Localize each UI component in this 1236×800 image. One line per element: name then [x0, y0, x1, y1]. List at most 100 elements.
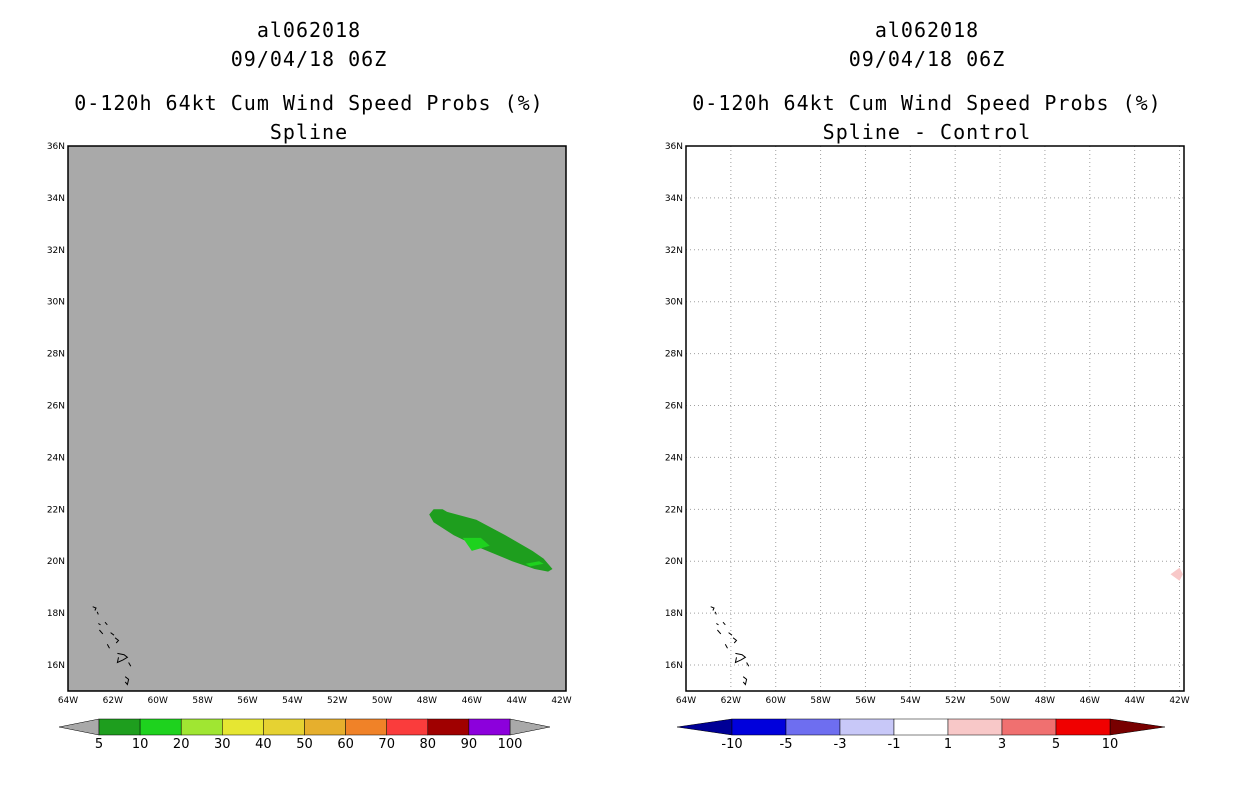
- p0-y-tick-6: 28N: [47, 350, 65, 360]
- p0-y-tick-1: 18N: [47, 609, 65, 619]
- p0-colorbar-swatch-9: [468, 718, 511, 736]
- p0-x-tick-8: 48W: [417, 696, 437, 706]
- p0-colorbar-label-3: 30: [214, 737, 231, 752]
- p1-coastline-4: [717, 629, 722, 635]
- p0-x-tick-11: 42W: [551, 696, 571, 706]
- p0-map-frame: [67, 145, 567, 692]
- p0-x-tick-9: 46W: [462, 696, 482, 706]
- p0-x-tick-10: 44W: [506, 696, 526, 706]
- p0-coastline-9: [128, 662, 132, 667]
- p1-x-tick-8: 48W: [1035, 696, 1055, 706]
- p0-colorbar-label-4: 40: [255, 737, 272, 752]
- p0-colorbar-end-high: [509, 718, 551, 736]
- p1-y-tick-10: 36N: [665, 142, 683, 152]
- p0-colorbar-label-6: 60: [337, 737, 354, 752]
- p0-colorbar-swatch-4: [263, 718, 305, 736]
- p0-y-tick-4: 24N: [47, 453, 65, 463]
- p0-x-tick-2: 60W: [148, 696, 168, 706]
- p1-colorbar-end-high: [1109, 718, 1166, 736]
- p1-coastline-2: [716, 623, 719, 626]
- p0-coastline-1: [96, 611, 99, 615]
- right-title-method: Spline - Control: [822, 120, 1032, 144]
- left-title-product: 0-120h 64kt Cum Wind Speed Probs (%): [74, 91, 544, 115]
- p1-y-tick-8: 32N: [665, 246, 683, 256]
- right-chart-group: 64W 62W 60W 58W 56W 54W 52W 50W 48W 46W 44W 42W 16N 1…: [665, 142, 1190, 752]
- p0-colorbar-swatch-3: [222, 718, 264, 736]
- left-title-storm-id: al062018: [256, 18, 362, 42]
- p1-coastline-7: [724, 644, 728, 649]
- p0-colorbar-swatch-6: [345, 718, 387, 736]
- p0-coastline-5: [110, 632, 115, 636]
- p0-y-tick-0: 16N: [47, 661, 65, 671]
- p0-x-tick-5: 54W: [282, 696, 302, 706]
- p1-y-tick-2: 20N: [665, 557, 683, 567]
- right-title-product: 0-120h 64kt Cum Wind Speed Probs (%): [692, 91, 1162, 115]
- p0-coastline-2: [98, 623, 101, 626]
- p1-y-tick-5: 26N: [665, 402, 683, 412]
- p0-colorbar-swatch-5: [304, 718, 346, 736]
- p0-colorbar-label-5: 50: [296, 737, 313, 752]
- p0-colorbar-label-8: 80: [420, 737, 437, 752]
- p1-colorbar-label-2: -3: [834, 737, 847, 752]
- p0-y-tick-2: 20N: [47, 557, 65, 567]
- right-chart: 64W 62W 60W 58W 56W 54W 52W 50W 48W 46W 44W 42W 16N 1…: [665, 142, 1190, 752]
- p0-colorbar-label-10: 100: [498, 737, 523, 752]
- p0-y-tick-5: 26N: [47, 402, 65, 412]
- p0-colorbar-label-7: 70: [378, 737, 395, 752]
- p1-y-tick-1: 18N: [665, 609, 683, 619]
- p0-coastline-0: [92, 606, 97, 611]
- p1-colorbar-label-0: -10: [721, 737, 742, 752]
- p0-colorbar-swatch-7: [386, 718, 429, 736]
- p1-coastline-5: [728, 632, 733, 636]
- p0-x-tick-1: 62W: [103, 696, 123, 706]
- p0-map-background: [68, 146, 566, 691]
- p1-coastline-8: [734, 652, 747, 664]
- p1-x-tick-3: 58W: [810, 696, 830, 706]
- p1-y-tick-4: 24N: [665, 453, 683, 463]
- p0-colorbar-label-2: 20: [173, 737, 190, 752]
- p1-colorbar-swatch-0: [731, 718, 787, 736]
- p0-colorbar-end-low: [58, 718, 100, 736]
- p0-y-tick-8: 32N: [47, 246, 65, 256]
- p1-x-tick-9: 46W: [1080, 696, 1100, 706]
- p0-colorbar-label-0: 5: [95, 737, 103, 752]
- p0-y-tick-10: 36N: [47, 142, 65, 152]
- p0-x-tick-3: 58W: [192, 696, 212, 706]
- p1-map-background: [686, 146, 1184, 691]
- p0-x-tick-4: 56W: [237, 696, 257, 706]
- p0-x-tick-0: 64W: [58, 696, 78, 706]
- p1-coastline-0: [710, 606, 715, 611]
- right-panel: al062018 09/04/18 06Z 0-120h 64kt Cum Wi…: [618, 0, 1236, 800]
- p1-x-tick-4: 56W: [855, 696, 875, 706]
- p0-coastline-4: [99, 629, 104, 635]
- p1-coastline-6: [732, 637, 738, 644]
- p0-colorbar-swatch-2: [180, 718, 223, 736]
- p1-colorbar-label-1: -5: [780, 737, 793, 752]
- p0-coastline-8: [116, 652, 129, 664]
- p0-colorbar-label-9: 90: [461, 737, 478, 752]
- p1-y-tick-3: 22N: [665, 505, 683, 515]
- p1-y-tick-7: 30N: [665, 298, 683, 308]
- p1-colorbar-swatch-2: [839, 718, 895, 736]
- p1-coastline-10: [742, 676, 748, 686]
- p1-coastline-1: [714, 611, 717, 615]
- p0-contour-2: [525, 561, 544, 567]
- p0-coastline-6: [114, 637, 120, 644]
- p0-coastline-3: [104, 621, 108, 626]
- p1-colorbar-swatch-4: [947, 718, 1003, 736]
- p1-y-tick-6: 28N: [665, 350, 683, 360]
- p0-coastline-10: [124, 676, 130, 686]
- p1-x-tick-0: 64W: [676, 696, 696, 706]
- p0-coastline-7: [106, 644, 110, 649]
- p0-colorbar-label-1: 10: [132, 737, 149, 752]
- p1-colorbar-label-7: 10: [1102, 737, 1119, 752]
- left-chart: 64W 62W 60W 58W 56W 54W 52W 50W 48W 46W 44W 42W 16N 1…: [47, 142, 572, 752]
- p1-colorbar-label-5: 3: [998, 737, 1006, 752]
- p1-colorbar-label-3: -1: [888, 737, 901, 752]
- p0-x-tick-6: 52W: [327, 696, 347, 706]
- p1-colorbar-label-4: 1: [944, 737, 952, 752]
- p1-x-tick-11: 42W: [1169, 696, 1189, 706]
- p0-y-tick-3: 22N: [47, 505, 65, 515]
- p1-colorbar-label-6: 5: [1052, 737, 1060, 752]
- p1-y-tick-0: 16N: [665, 661, 683, 671]
